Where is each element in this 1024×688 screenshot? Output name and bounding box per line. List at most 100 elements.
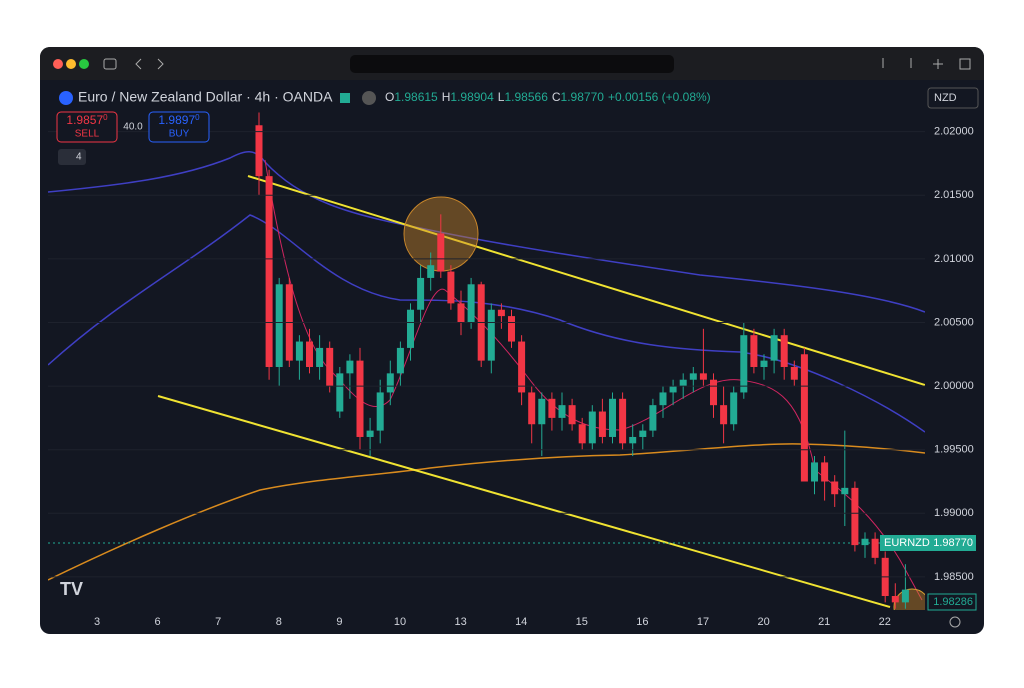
x-tick-label: 3 — [94, 616, 100, 628]
candle-body — [699, 373, 707, 380]
x-tick-label: 20 — [757, 616, 769, 628]
candle-body — [326, 347, 334, 387]
legend: Euro / New Zealand Dollar · 4h · OANDA O… — [56, 87, 979, 628]
x-tick-label: 7 — [215, 616, 221, 628]
trendline-upper — [247, 175, 925, 386]
sell-button[interactable] — [56, 111, 118, 143]
candle-body — [780, 335, 788, 367]
candle-body — [366, 430, 374, 437]
y-tick-label: 2.02000 — [934, 126, 974, 138]
candle-body — [568, 405, 576, 425]
currency-select[interactable] — [927, 87, 979, 109]
candle-body — [619, 398, 627, 444]
candle-body — [346, 360, 354, 374]
candle-body — [891, 596, 899, 603]
buy-price: 1.98970 — [158, 113, 200, 127]
candle-body — [901, 589, 909, 603]
price-tag-symbol: EURNZD — [884, 537, 930, 549]
minimize[interactable] — [66, 59, 76, 69]
candle-body — [376, 392, 384, 431]
x-tick-label: 10 — [394, 616, 406, 628]
candle-body — [659, 392, 667, 406]
x-tick-label: 8 — [276, 616, 282, 628]
candle-body — [437, 233, 445, 272]
candle-body — [487, 309, 495, 361]
currency: NZD — [934, 92, 957, 104]
y-tick-label: 2.01000 — [934, 253, 974, 265]
candle-body — [639, 430, 647, 437]
zoom[interactable] — [79, 59, 89, 69]
x-tick-label: 13 — [454, 616, 466, 628]
candle-body — [740, 335, 748, 393]
flag-icon — [59, 91, 73, 105]
buy-button[interactable] — [148, 111, 210, 143]
x-tick-label: 22 — [879, 616, 891, 628]
candle-body — [558, 405, 566, 418]
candle-body — [447, 271, 455, 304]
axes: 2.02000 2.01500 2.01000 2.00500 2.00000 1.995… — [48, 126, 974, 628]
candle-body — [356, 360, 364, 437]
price-tag-2 — [927, 593, 977, 611]
candle-body — [316, 347, 324, 367]
y-tick-label: 1.98500 — [934, 571, 974, 583]
candle-body — [578, 424, 586, 444]
candle-body — [548, 398, 556, 418]
upper-band — [48, 151, 925, 313]
candle-body — [396, 347, 404, 374]
candle-body — [427, 265, 435, 278]
spread: 40.0 — [123, 122, 143, 133]
candle-body — [861, 538, 869, 546]
sidebar-icon[interactable] — [103, 58, 117, 70]
candle-body — [770, 335, 778, 361]
x-tick-label: 16 — [636, 616, 648, 628]
candle-body — [851, 487, 859, 546]
candle-body — [275, 284, 283, 367]
candle-body — [821, 462, 829, 482]
x-tick-label: 6 — [155, 616, 161, 628]
candle-body — [720, 405, 728, 425]
y-tick-label: 1.99000 — [934, 507, 974, 519]
candle-body — [790, 366, 798, 380]
price-tag-other: 1.98286 — [933, 596, 973, 608]
ohlc: O1.98615 H1.98904 L1.98566 C1.98770 +0.00156… — [385, 90, 711, 104]
candle-body — [800, 354, 808, 482]
candle-body — [306, 341, 313, 367]
logo: TV — [60, 579, 83, 599]
candle-body — [508, 316, 515, 342]
candle-body — [841, 487, 849, 495]
close[interactable] — [53, 59, 63, 69]
indicator-toggle[interactable] — [58, 149, 86, 165]
price-tag-last: 1.98770 — [933, 537, 973, 549]
x-tick-label: 14 — [515, 616, 527, 628]
candle-body — [750, 335, 758, 367]
url-bar[interactable] — [350, 55, 674, 73]
candle-body — [407, 309, 414, 348]
candle-body — [518, 341, 526, 393]
settings-icon[interactable] — [949, 616, 961, 628]
candle-body — [760, 360, 768, 367]
toolbar-icons[interactable] — [882, 58, 971, 70]
y-tick-label: 2.00000 — [934, 380, 974, 392]
y-tick-label: 1.99500 — [934, 444, 974, 456]
x-tick-label: 9 — [336, 616, 342, 628]
symbol: Euro / New Zealand Dollar · 4h · OANDA — [78, 89, 333, 105]
candle-body — [871, 538, 879, 558]
sell-price: 1.98570 — [66, 113, 108, 127]
indicators — [48, 151, 925, 610]
candle-body — [255, 125, 263, 177]
candle-body — [710, 379, 717, 406]
candle-body — [598, 411, 606, 437]
candle-body — [295, 341, 303, 361]
x-tick-label: 15 — [576, 616, 588, 628]
candle-body — [669, 386, 677, 393]
candle-body — [528, 392, 536, 425]
indicator-count: 4 — [76, 152, 82, 163]
nav-icons[interactable] — [135, 58, 164, 70]
hide-button[interactable] — [362, 91, 376, 105]
candle-body — [265, 176, 273, 367]
ma-200 — [48, 443, 925, 581]
trendline-lower — [157, 395, 891, 608]
candle-body — [679, 379, 687, 387]
